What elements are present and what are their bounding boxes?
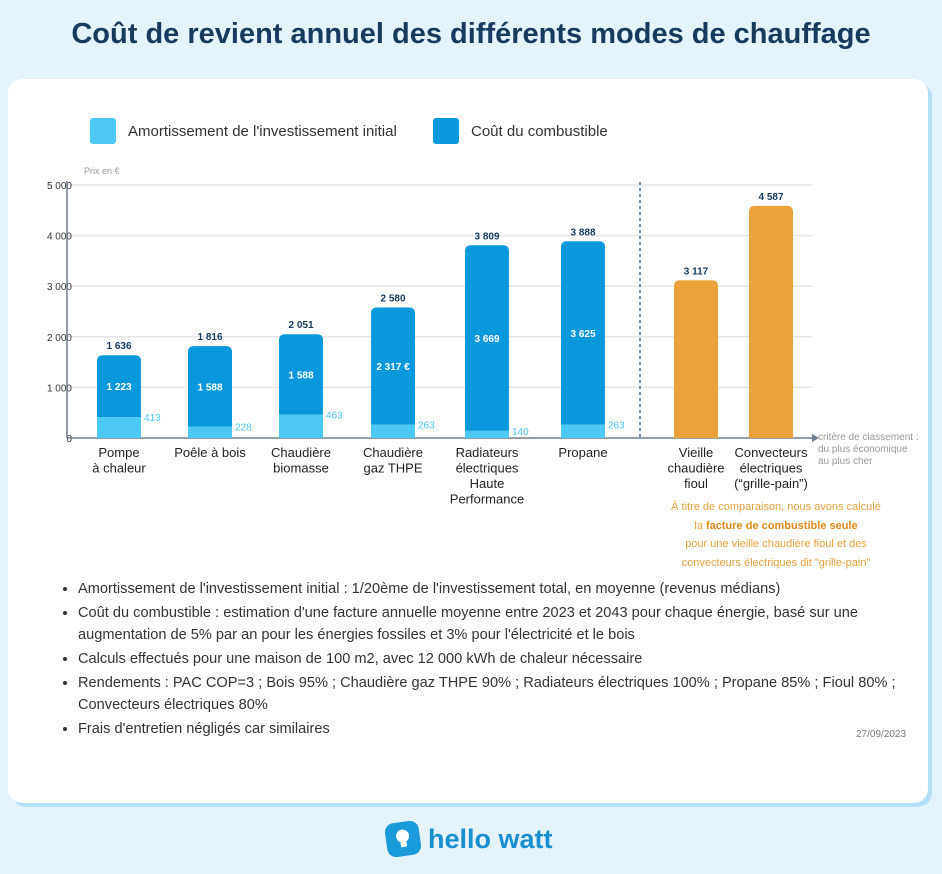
comparison-note: À titre de comparaison, nous avons calcu… <box>640 498 912 572</box>
bar-total-label: 1 816 <box>197 332 222 343</box>
bar-value-combustible: 1 588 <box>288 370 313 381</box>
y-tick-label: 2 000 <box>47 333 72 344</box>
bar-value-combustible: 3 669 <box>474 334 499 345</box>
x-tick-label: Radiateurs <box>456 445 519 460</box>
note-item: Rendements : PAC COP=3 ; Bois 95% ; Chau… <box>78 672 918 716</box>
legend-item-amortissement: Amortissement de l'investissement initia… <box>90 118 397 144</box>
x-tick-label: Vieille <box>679 445 713 460</box>
x-tick-label: Convecteurs <box>735 445 808 460</box>
note-item: Frais d'entretien négligés car similaire… <box>78 718 918 740</box>
bar-total-label: 2 051 <box>288 320 313 331</box>
bar-total-label: 3 809 <box>474 231 499 242</box>
x-tick-label: Performance <box>450 492 524 507</box>
x-tick-label: Pompe <box>98 445 139 460</box>
bar-amortissement <box>561 424 605 438</box>
y-tick-label: 0 <box>66 434 72 445</box>
bar-total-label: 1 636 <box>106 341 131 352</box>
bar-value-combustible: 3 625 <box>570 329 595 340</box>
chart-card <box>8 79 928 803</box>
bar-value-amortissement: 413 <box>144 413 161 424</box>
x-tick-label: fioul <box>684 476 708 491</box>
note-line: au plus cher <box>818 456 873 467</box>
x-tick-label: biomasse <box>273 461 329 476</box>
legend-item-combustible: Coût du combustible <box>433 118 608 144</box>
x-tick-label: à chaleur <box>92 461 146 476</box>
note-bold: facture de combustible seule <box>706 519 858 532</box>
bar-amortissement <box>371 424 415 438</box>
bar-total-label: 2 580 <box>380 293 405 304</box>
y-tick-label: 1 000 <box>47 383 72 394</box>
x-tick-label: Chaudière <box>271 445 331 460</box>
note-item: Amortissement de l'investissement initia… <box>78 578 918 600</box>
bar-combustible <box>561 241 605 425</box>
y-tick-label: 4 000 <box>47 232 72 243</box>
bar-combustible <box>188 346 232 427</box>
bar-comparison <box>674 280 718 438</box>
legend-swatch <box>90 118 116 144</box>
bar-value-combustible: 1 588 <box>197 382 222 393</box>
note-text: la <box>694 519 706 532</box>
bar-value-amortissement: 228 <box>235 422 252 433</box>
bar-value-amortissement: 463 <box>326 411 343 422</box>
bar-comparison <box>749 205 793 438</box>
notes-list: Amortissement de l'investissement initia… <box>62 578 918 742</box>
x-tick-label: chaudière <box>667 461 724 476</box>
bar-combustible <box>465 245 509 431</box>
legend-label: Coût du combustible <box>471 122 608 140</box>
note-line: convecteurs électriques dit "grille-pain… <box>681 556 871 569</box>
x-axis-note: critère de classement : du plus économiq… <box>818 432 919 468</box>
bar-value-amortissement: 263 <box>608 421 625 432</box>
bar-amortissement <box>465 430 509 438</box>
bar-combustible <box>371 307 415 425</box>
bar-combustible <box>97 355 141 418</box>
legend-label: Amortissement de l'investissement initia… <box>128 122 397 140</box>
bar-combustible <box>279 334 323 415</box>
x-tick-label: (“grille-pain”) <box>734 476 808 491</box>
date: 27/09/2023 <box>856 729 907 740</box>
bar-value-amortissement: 140 <box>512 427 529 438</box>
bar-amortissement <box>97 417 141 438</box>
x-tick-label: électriques <box>740 461 803 476</box>
y-tick-label: 3 000 <box>47 282 72 293</box>
bar-value-combustible: 1 223 <box>106 382 131 393</box>
note-item: Coût du combustible : estimation d'une f… <box>78 602 918 646</box>
note-item: Calculs effectués pour une maison de 100… <box>78 648 918 670</box>
y-axis-label: Prix en € <box>84 166 120 176</box>
note-line: pour une vieille chaudière fioul et des <box>685 538 867 550</box>
x-tick-label: électriques <box>456 461 519 476</box>
bar-amortissement <box>279 414 323 438</box>
note-line: À titre de comparaison, nous avons calcu… <box>671 501 881 513</box>
bar-total-label: 4 587 <box>758 192 783 203</box>
bar-total-label: 3 888 <box>570 227 595 238</box>
x-tick-label: Chaudière <box>363 445 423 460</box>
x-axis-arrow <box>812 434 819 442</box>
note-line: la facture de combustible seule <box>640 517 912 536</box>
bar-amortissement <box>188 426 232 438</box>
note-line: du plus économique <box>818 444 908 455</box>
x-tick-label: Haute <box>470 476 505 491</box>
x-tick-label: gaz THPE <box>363 461 422 476</box>
x-tick-label: Propane <box>558 445 607 460</box>
y-tick-label: 5 000 <box>47 181 72 192</box>
legend-swatch <box>433 118 459 144</box>
logo: hello watt <box>383 819 553 859</box>
bar-total-label: 3 117 <box>684 266 709 277</box>
logo-text: hello watt <box>428 823 553 854</box>
bar-value-combustible: 2 317 € <box>376 362 410 373</box>
lightbulb-icon <box>383 819 423 859</box>
page-title: Coût de revient annuel des différents mo… <box>71 18 871 50</box>
x-tick-label: Poêle à bois <box>174 445 246 460</box>
bar-value-amortissement: 263 <box>418 421 435 432</box>
note-line: critère de classement : <box>818 432 919 443</box>
